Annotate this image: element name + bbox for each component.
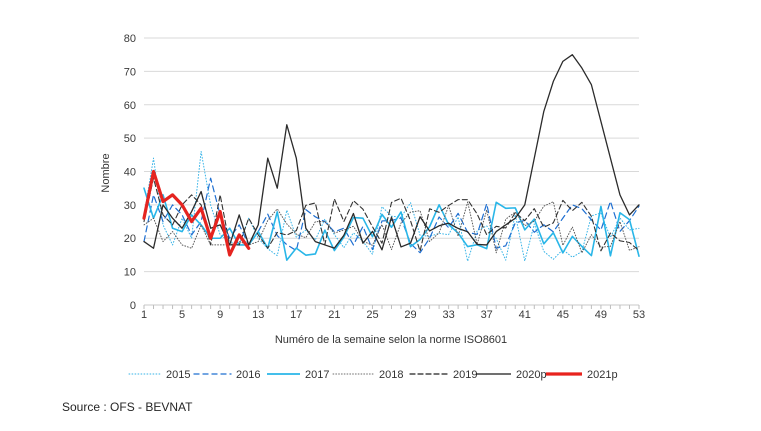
svg-text:2015: 2015 <box>166 369 190 381</box>
svg-text:37: 37 <box>481 309 493 321</box>
svg-text:0: 0 <box>130 300 136 312</box>
svg-text:30: 30 <box>124 200 136 212</box>
svg-text:5: 5 <box>179 309 185 321</box>
svg-text:45: 45 <box>557 309 569 321</box>
svg-text:40: 40 <box>124 167 136 179</box>
svg-text:49: 49 <box>595 309 607 321</box>
svg-text:2021p: 2021p <box>587 369 618 381</box>
svg-text:10: 10 <box>124 267 136 279</box>
svg-text:33: 33 <box>442 309 454 321</box>
svg-text:80: 80 <box>124 33 136 45</box>
svg-text:2016: 2016 <box>236 369 260 381</box>
svg-text:2019: 2019 <box>453 369 477 381</box>
svg-text:Numéro de la semaine selon la: Numéro de la semaine selon la norme ISO8… <box>275 334 507 346</box>
svg-text:17: 17 <box>290 309 302 321</box>
svg-text:25: 25 <box>366 309 378 321</box>
svg-text:20: 20 <box>124 233 136 245</box>
svg-text:13: 13 <box>252 309 264 321</box>
svg-text:70: 70 <box>124 66 136 78</box>
svg-text:60: 60 <box>124 100 136 112</box>
svg-text:1: 1 <box>141 309 147 321</box>
svg-text:2018: 2018 <box>379 369 403 381</box>
svg-text:2020p: 2020p <box>516 369 547 381</box>
svg-text:53: 53 <box>633 309 645 321</box>
svg-text:41: 41 <box>519 309 531 321</box>
svg-text:2017: 2017 <box>305 369 329 381</box>
svg-text:Nombre: Nombre <box>100 153 112 192</box>
svg-text:29: 29 <box>404 309 416 321</box>
svg-text:9: 9 <box>217 309 223 321</box>
svg-text:21: 21 <box>328 309 340 321</box>
svg-text:50: 50 <box>124 133 136 145</box>
